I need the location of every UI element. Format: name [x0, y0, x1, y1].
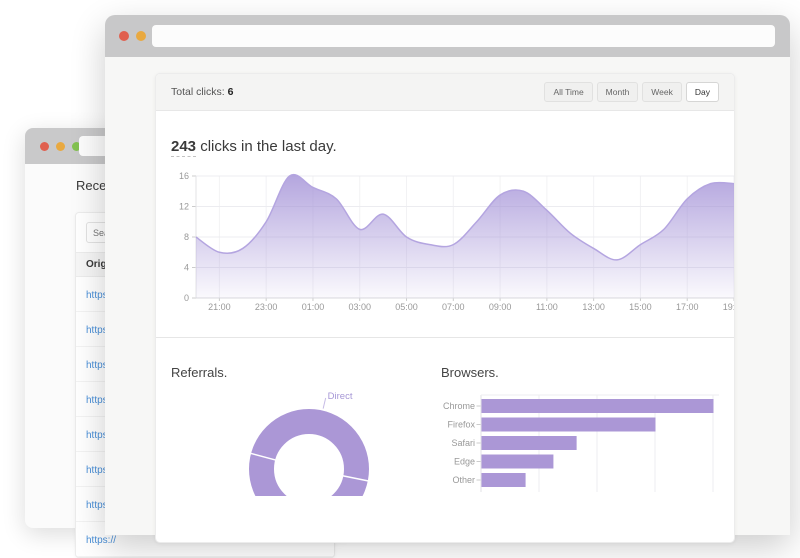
svg-text:15:00: 15:00 — [629, 302, 652, 312]
range-button-all-time[interactable]: All Time — [544, 82, 593, 102]
svg-text:12: 12 — [179, 202, 189, 212]
close-button-icon[interactable] — [119, 31, 129, 41]
svg-text:07:00: 07:00 — [442, 302, 465, 312]
original-url-link[interactable]: https:// — [86, 360, 117, 371]
clicks-headline: 243 clicks in the last day. — [171, 138, 337, 157]
card-header: Total clicks: 6 All Time Month Week Day — [156, 74, 734, 111]
svg-text:Firefox: Firefox — [447, 420, 475, 430]
original-url-link[interactable]: https:// — [86, 325, 117, 336]
minimize-button-icon[interactable] — [56, 142, 65, 151]
svg-text:05:00: 05:00 — [395, 302, 418, 312]
browsers-bar-chart: Chrome Firefox Safari Edge Other — [443, 394, 719, 492]
url-bar[interactable] — [152, 25, 775, 47]
svg-text:13:00: 13:00 — [582, 302, 605, 312]
svg-text:03:00: 03:00 — [348, 302, 371, 312]
clicks-count: 243 — [171, 138, 197, 157]
original-url-link[interactable]: https:// — [86, 465, 117, 476]
svg-text:11:00: 11:00 — [536, 302, 558, 312]
browser-titlebar — [105, 15, 790, 57]
total-clicks-label: Total clicks: 6 — [171, 86, 233, 98]
range-button-month[interactable]: Month — [596, 82, 639, 102]
range-button-day[interactable]: Day — [685, 82, 719, 102]
window-controls — [40, 142, 81, 151]
svg-text:16: 16 — [179, 171, 189, 181]
total-clicks-value: 6 — [227, 86, 234, 98]
zoom-button-icon[interactable] — [72, 142, 81, 151]
minimize-button-icon[interactable] — [136, 31, 146, 41]
analytics-browser-window: Total clicks: 6 All Time Month Week Day … — [105, 15, 790, 543]
desktop: { "colors": { "accent_purple": "#ab97d6"… — [25, 15, 790, 558]
original-url-link[interactable]: https:// — [86, 290, 117, 301]
svg-text:Other: Other — [452, 475, 475, 485]
svg-text:21:00: 21:00 — [208, 302, 231, 312]
original-url-link[interactable]: https:// — [86, 430, 117, 441]
svg-text:Safari: Safari — [451, 438, 475, 448]
referrals-title: Referrals. — [171, 365, 228, 380]
svg-text:17:00: 17:00 — [676, 302, 699, 312]
analytics-card: Total clicks: 6 All Time Month Week Day … — [155, 73, 735, 543]
original-url-link[interactable]: https:// — [86, 535, 117, 546]
svg-text:Direct: Direct — [328, 391, 353, 402]
svg-text:19:00: 19:00 — [723, 302, 735, 312]
svg-text:23:00: 23:00 — [255, 302, 278, 312]
total-clicks-text: Total clicks: — [171, 86, 225, 98]
svg-text:Edge: Edge — [454, 457, 475, 467]
svg-text:Chrome: Chrome — [443, 401, 475, 411]
clicks-headline-text: clicks in the last day. — [196, 138, 337, 155]
close-button-icon[interactable] — [40, 142, 49, 151]
svg-text:0: 0 — [184, 293, 189, 303]
svg-text:4: 4 — [184, 263, 189, 273]
svg-text:09:00: 09:00 — [489, 302, 512, 312]
browsers-title: Browsers. — [441, 365, 499, 380]
original-url-link[interactable]: https:// — [86, 395, 117, 406]
svg-text:01:00: 01:00 — [302, 302, 325, 312]
time-range-buttons: All Time Month Week Day — [544, 82, 719, 102]
referrals-donut-chart: Direct — [248, 391, 370, 496]
svg-text:8: 8 — [184, 232, 189, 242]
section-divider — [156, 337, 734, 338]
range-button-week[interactable]: Week — [642, 82, 682, 102]
clicks-area-chart: 21:00 23:00 01:00 03:00 05:00 07:00 09:00 11:00… — [179, 171, 735, 312]
